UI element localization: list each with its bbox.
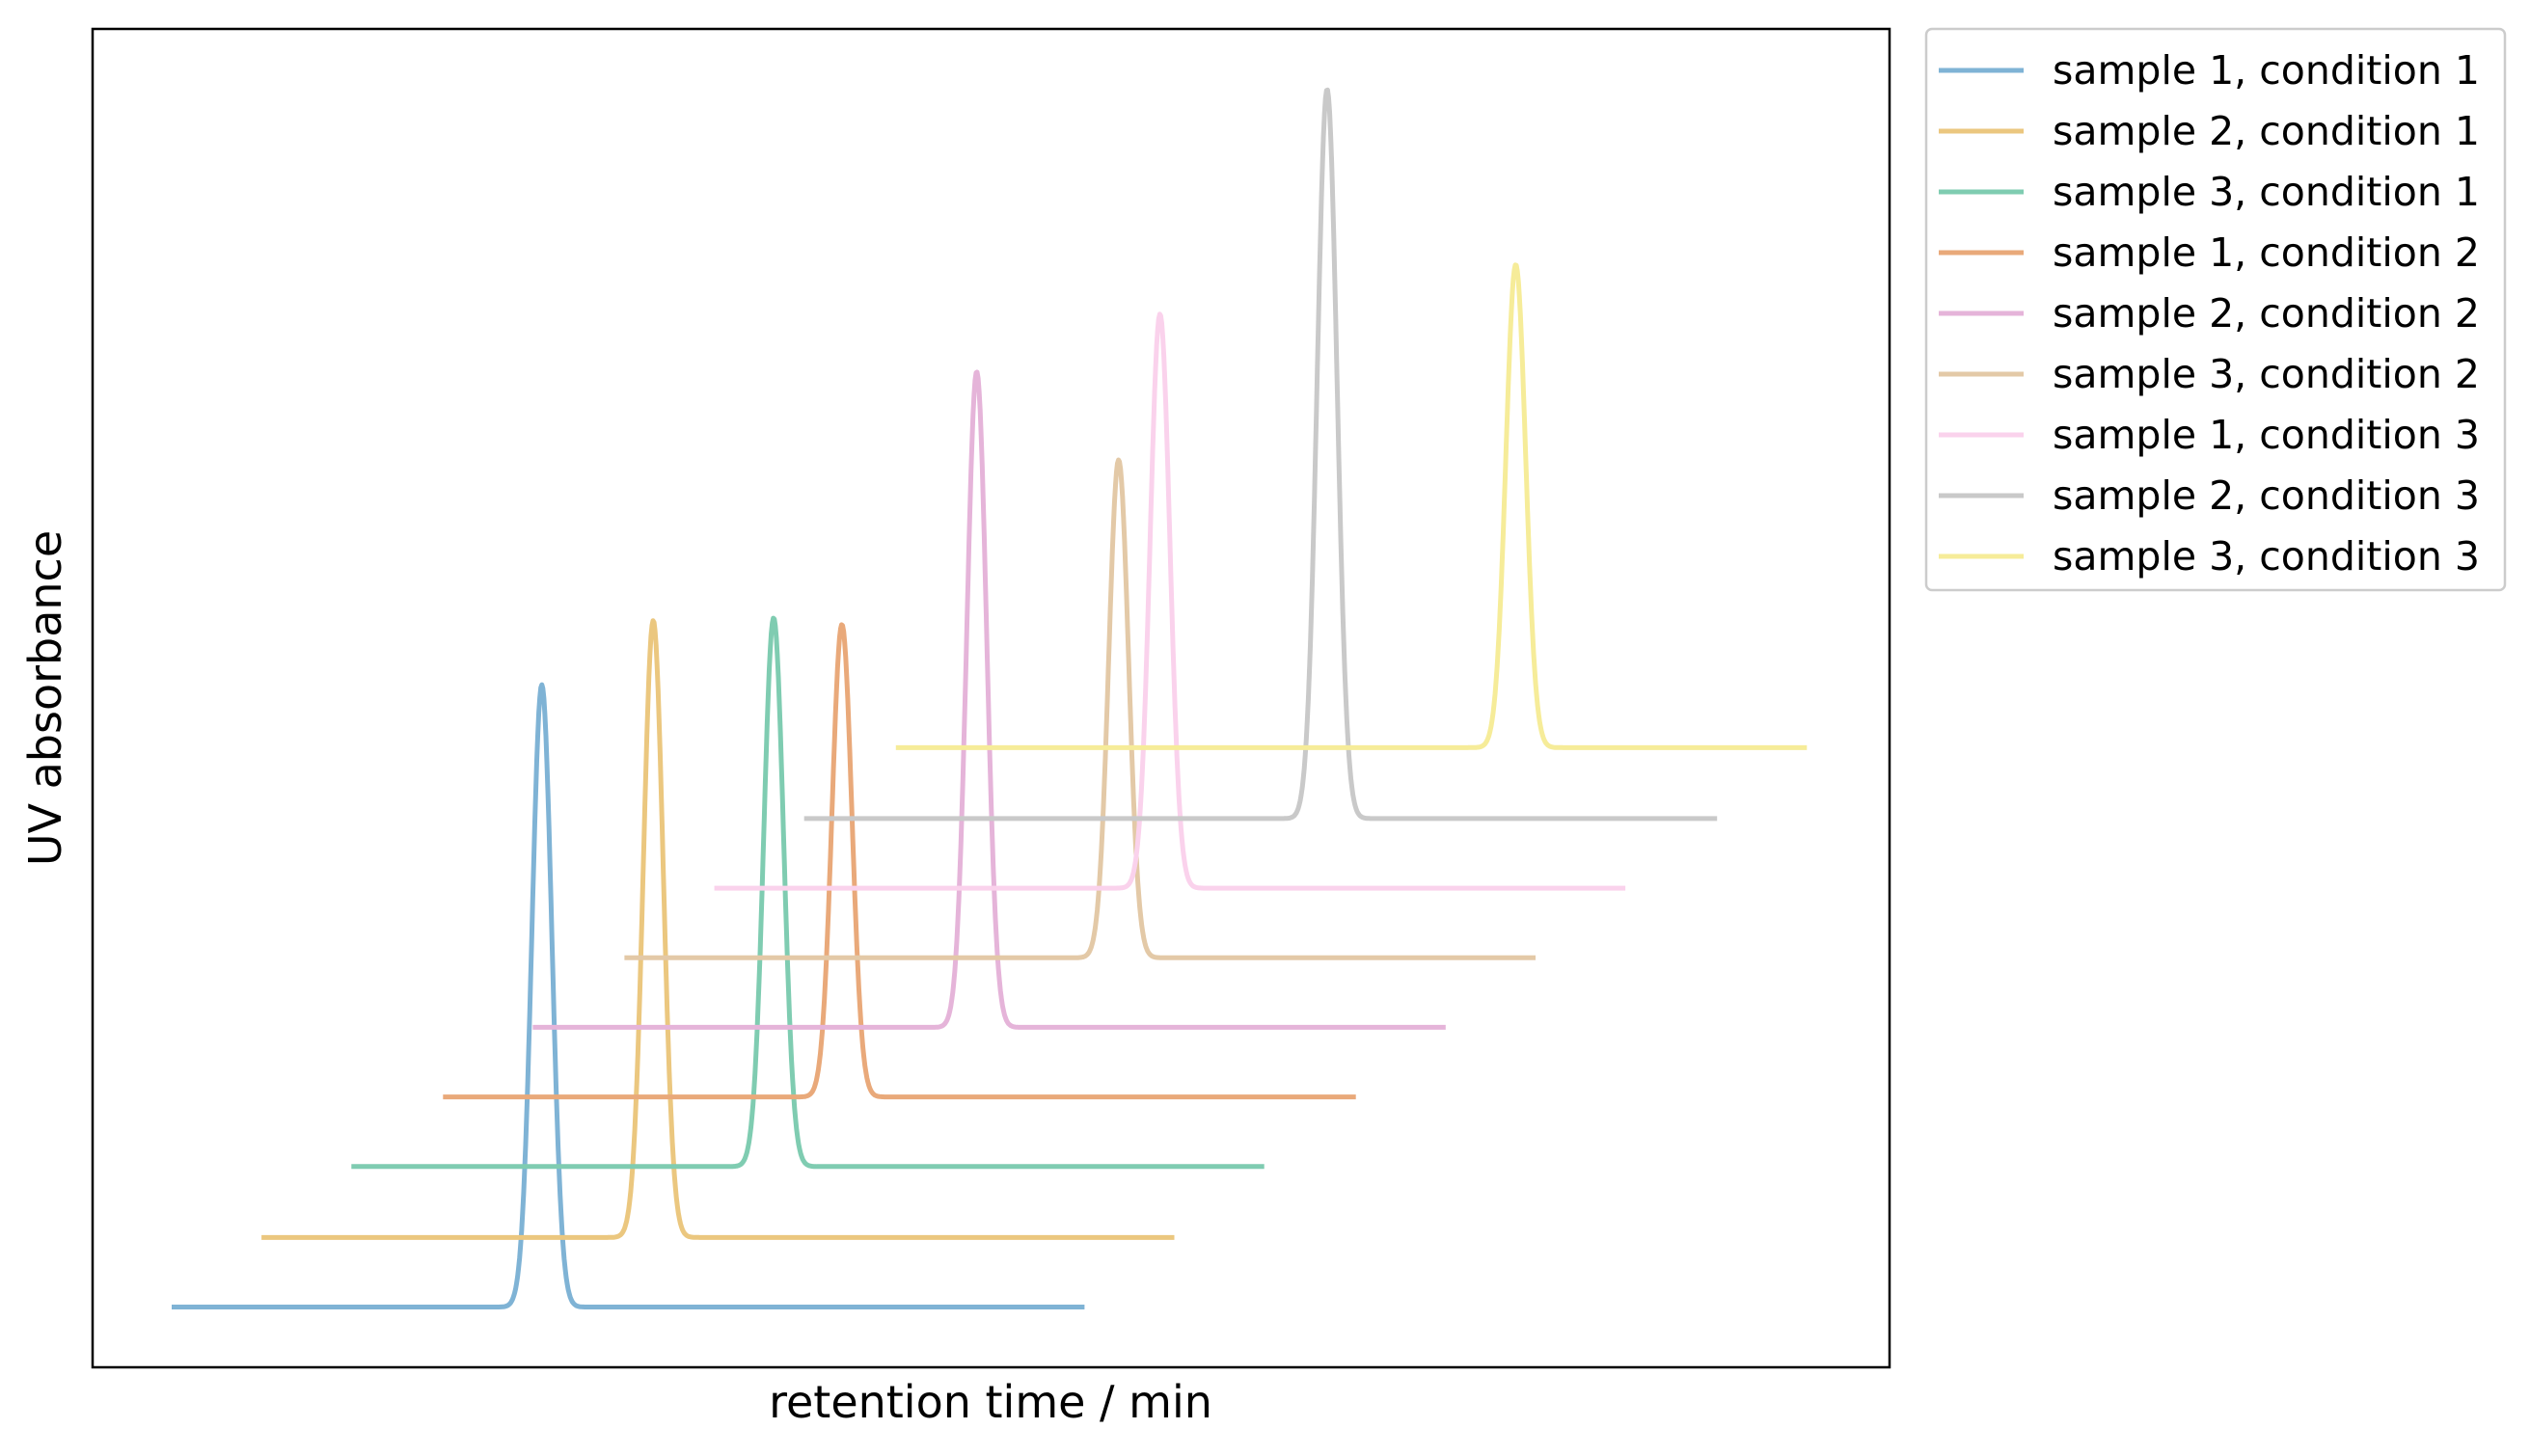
legend-label: sample 2, condition 2 [2053, 290, 2480, 337]
legend-label: sample 2, condition 1 [2053, 108, 2480, 154]
legend-label: sample 1, condition 2 [2053, 229, 2480, 276]
legend-item-9: sample 3, condition 3 [1939, 533, 2480, 580]
legend-item-7: sample 1, condition 3 [1939, 412, 2480, 458]
legend-label: sample 1, condition 3 [2053, 412, 2480, 458]
legend-label: sample 2, condition 3 [2053, 472, 2480, 519]
series-line-9 [894, 262, 1809, 750]
x-axis-label: retention time / min [769, 1376, 1212, 1428]
legend-frame [1924, 27, 2507, 592]
plot-frame [91, 27, 1891, 1369]
legend-item-5: sample 2, condition 2 [1939, 290, 2480, 337]
series-line-4 [441, 622, 1358, 1100]
legend: sample 1, condition 1 sample 2, condition… [1924, 27, 2507, 592]
legend-item-3: sample 3, condition 1 [1939, 169, 2480, 215]
legend-item-6: sample 3, condition 2 [1939, 351, 2480, 397]
series-line-1 [170, 682, 1086, 1309]
series-layer [170, 87, 1809, 1309]
legend-item-1: sample 1, condition 1 [1939, 47, 2480, 94]
series-line-8 [803, 87, 1719, 822]
series-line-6 [623, 457, 1537, 960]
legend-item-2: sample 2, condition 1 [1939, 108, 2480, 154]
legend-label: sample 3, condition 3 [2053, 533, 2480, 580]
series-line-7 [713, 311, 1627, 891]
legend-label: sample 3, condition 1 [2053, 169, 2480, 215]
series-line-3 [349, 615, 1266, 1170]
series-line-5 [531, 369, 1448, 1030]
legend-item-8: sample 2, condition 3 [1939, 472, 2480, 519]
series-line-2 [259, 618, 1176, 1240]
legend-label: sample 1, condition 1 [2053, 47, 2480, 94]
legend-item-4: sample 1, condition 2 [1939, 229, 2480, 276]
y-axis-label: UV absorbance [19, 530, 71, 866]
legend-label: sample 3, condition 2 [2053, 351, 2480, 397]
